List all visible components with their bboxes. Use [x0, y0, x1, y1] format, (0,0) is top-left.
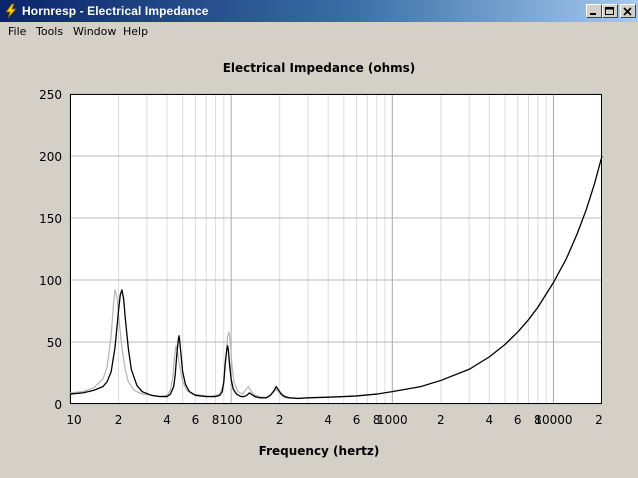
y-tick-label: 100	[39, 274, 62, 288]
menu-bar: File Tools Window Help	[0, 22, 638, 41]
x-tick-label: 6	[192, 413, 200, 427]
close-button[interactable]	[620, 4, 636, 18]
x-tick-label: 2	[595, 413, 603, 427]
x-tick-label: 4	[163, 413, 171, 427]
minimize-icon	[590, 13, 596, 15]
x-tick-label: 6	[353, 413, 361, 427]
close-icon	[623, 7, 632, 16]
title-bar[interactable]: Hornresp - Electrical Impedance	[0, 0, 638, 22]
x-tick-label: 10	[66, 413, 81, 427]
x-tick-label: 8	[373, 413, 381, 427]
x-tick-label: 8	[534, 413, 542, 427]
menu-file[interactable]: File	[8, 25, 27, 38]
x-tick-label: 100	[220, 413, 243, 427]
x-tick-label: 2	[115, 413, 123, 427]
x-tick-label: 2	[437, 413, 445, 427]
menu-help[interactable]: Help	[123, 25, 149, 38]
x-tick-label: 10000	[534, 413, 572, 427]
y-tick-label: 0	[54, 398, 62, 412]
chart-title: Electrical Impedance (ohms)	[222, 61, 416, 75]
menu-window[interactable]: Window	[73, 25, 117, 38]
plot-border	[70, 94, 602, 404]
maximize-button[interactable]	[602, 4, 618, 18]
x-tick-label: 8	[212, 413, 220, 427]
maximize-icon	[605, 7, 614, 15]
plot-background	[70, 94, 602, 404]
y-tick-label: 150	[39, 212, 62, 226]
x-tick-label: 6	[514, 413, 522, 427]
x-tick-label: 2	[276, 413, 284, 427]
window-title: Hornresp - Electrical Impedance	[22, 4, 209, 18]
y-tick-label: 50	[47, 336, 62, 350]
hornresp-app-icon[interactable]	[3, 3, 19, 19]
x-tick-label: 1000	[377, 413, 408, 427]
x-tick-label: 4	[324, 413, 332, 427]
menu-tools[interactable]: Tools	[36, 25, 64, 38]
impedance-series-primary	[69, 155, 603, 400]
y-tick-label: 250	[39, 88, 62, 102]
minimize-button[interactable]	[586, 4, 602, 18]
x-tick-label: 4	[486, 413, 494, 427]
y-tick-label: 200	[39, 150, 62, 164]
x-axis-label: Frequency (hertz)	[258, 444, 380, 458]
